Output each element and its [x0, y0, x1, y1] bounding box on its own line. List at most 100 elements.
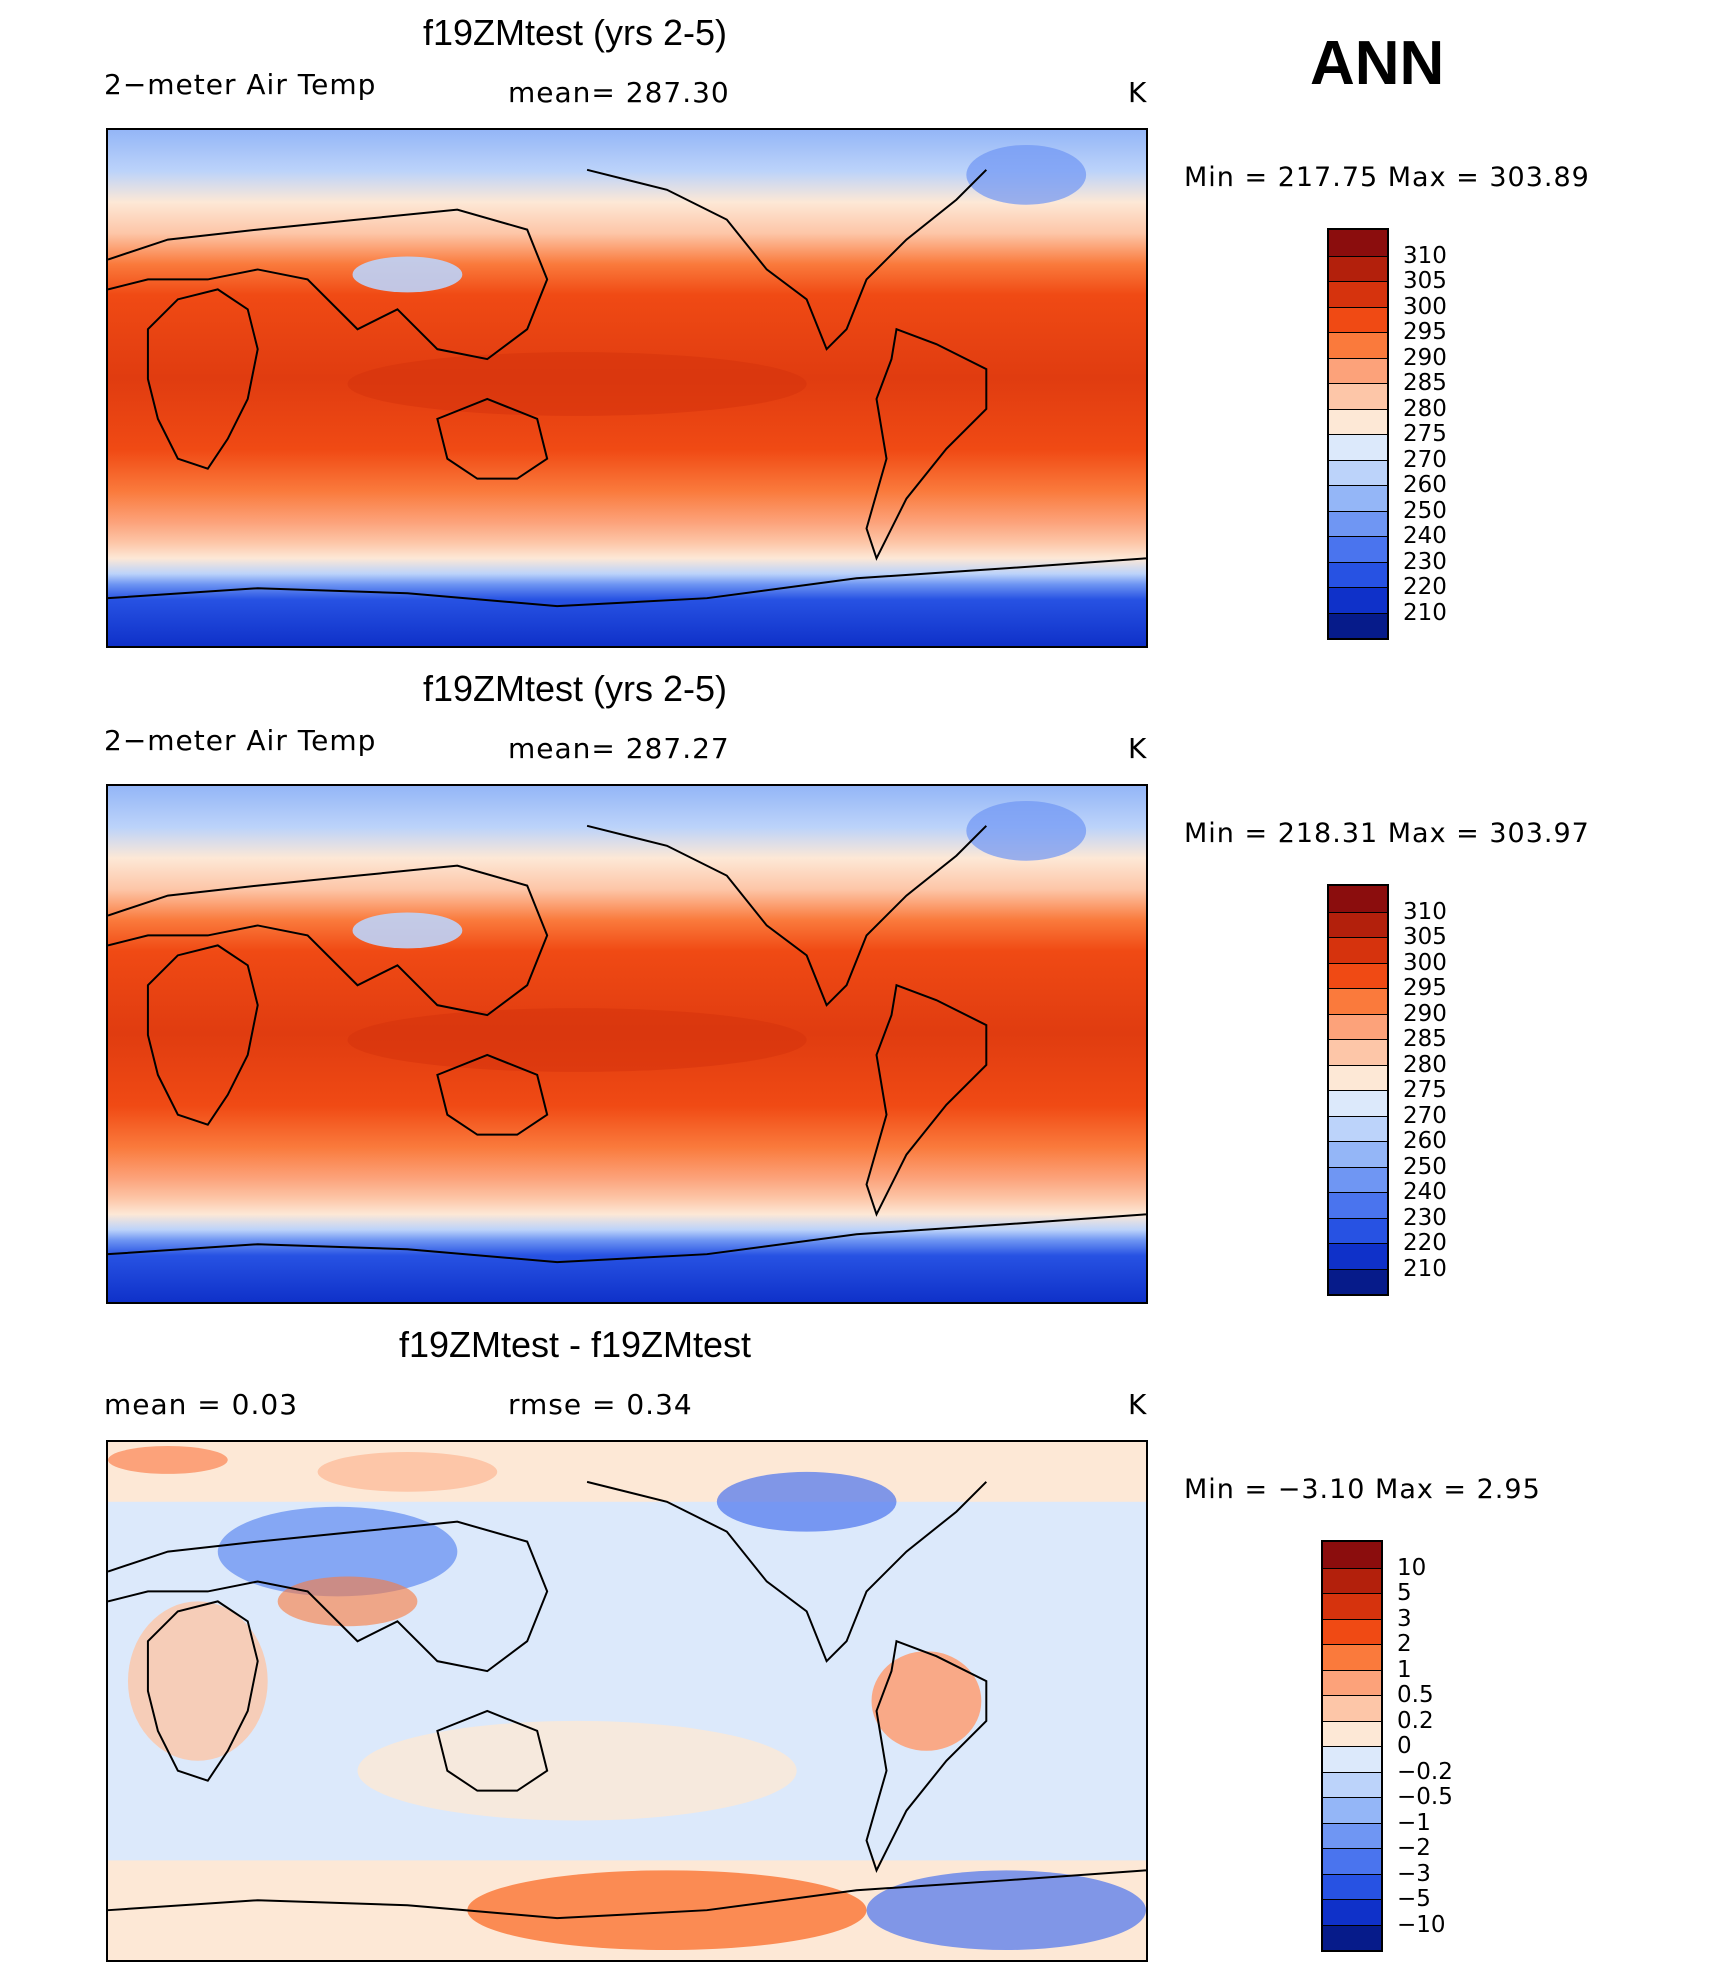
colorbar-swatch	[1323, 1542, 1381, 1568]
colorbar-swatch	[1329, 1243, 1387, 1269]
colorbar-swatch	[1323, 1618, 1381, 1644]
colorbar-tick-label: 220	[1403, 1230, 1447, 1256]
colorbar-swatch	[1329, 911, 1387, 937]
colorbar-swatch	[1329, 306, 1387, 332]
panel-3-units: K	[1128, 1388, 1148, 1421]
coastlines	[108, 824, 1146, 1264]
colorbar-tick-label: 0.2	[1397, 1707, 1434, 1734]
coastlines	[108, 1480, 1146, 1920]
colorbar-tick-label: 280	[1403, 395, 1447, 422]
colorbar-tick-label: −5	[1397, 1886, 1431, 1912]
panel-1-min-max: Min = 217.75 Max = 303.89	[1184, 162, 1590, 193]
panel-2-min-max: Min = 218.31 Max = 303.97	[1184, 818, 1590, 849]
panel-2-mean-label: mean= 287.27	[508, 732, 730, 765]
colorbar-swatch	[1329, 587, 1387, 613]
colorbar-tick-label: 275	[1403, 421, 1447, 447]
colorbar-tick-label: 285	[1403, 1026, 1447, 1052]
colorbar-tick-label: 285	[1403, 370, 1447, 396]
colorbar-swatch	[1323, 1771, 1381, 1797]
colorbar-tick-label: −0.5	[1397, 1784, 1453, 1810]
colorbar-swatch	[1329, 561, 1387, 587]
colorbar-swatch	[1329, 937, 1387, 963]
colorbar-tick-label: 290	[1403, 344, 1447, 371]
panel-2-variable-label: 2−meter Air Temp	[104, 724, 377, 757]
colorbar-swatch	[1323, 1848, 1381, 1874]
colorbar-tick-label: 260	[1403, 1128, 1447, 1154]
panel-3-title: f19ZMtest - f19ZMtest	[398, 1324, 752, 1365]
colorbar-swatch	[1329, 1166, 1387, 1192]
panel-1-mean-label: mean= 287.30	[508, 76, 730, 109]
colorbar-tick-label: 295	[1403, 975, 1447, 1001]
colorbar-tick-label: 290	[1403, 1000, 1447, 1027]
colorbar-tick-label: 270	[1403, 1102, 1447, 1129]
panel-2-units: K	[1128, 732, 1148, 765]
colorbar-tick-label: −2	[1397, 1835, 1431, 1861]
panel-1-map	[106, 128, 1148, 648]
colorbar-tick-label: 295	[1403, 319, 1447, 345]
colorbar-swatch	[1329, 230, 1387, 256]
colorbar-swatch	[1329, 1064, 1387, 1090]
colorbar-swatch	[1323, 1644, 1381, 1670]
colorbar-tick-label: 310	[1403, 242, 1447, 269]
colorbar-tick-label: 310	[1403, 898, 1447, 925]
colorbar-swatch	[1329, 1141, 1387, 1167]
colorbar-tick-label: 305	[1403, 924, 1447, 950]
colorbar-tick-label: 0	[1397, 1733, 1412, 1759]
colorbar-tick-label: 210	[1403, 1255, 1447, 1282]
colorbar-tick-label: −3	[1397, 1860, 1431, 1887]
colorbar-tick-label: 275	[1403, 1077, 1447, 1103]
colorbar-swatch	[1329, 1217, 1387, 1243]
panel-1-units: K	[1128, 76, 1148, 109]
colorbar-swatch	[1329, 988, 1387, 1014]
panel-3-colorbar	[1321, 1540, 1383, 1952]
colorbar-tick-label: −1	[1397, 1809, 1431, 1836]
colorbar-swatch	[1323, 1924, 1381, 1950]
panel-2-title: f19ZMtest (yrs 2-5)	[422, 668, 728, 709]
colorbar-tick-label: 250	[1403, 497, 1447, 524]
colorbar-swatch	[1323, 1899, 1381, 1925]
colorbar-tick-label: −0.2	[1397, 1758, 1453, 1785]
colorbar-swatch	[1323, 1567, 1381, 1593]
colorbar-swatch	[1323, 1746, 1381, 1772]
colorbar-tick-label: 240	[1403, 1179, 1447, 1205]
colorbar-swatch	[1329, 536, 1387, 562]
panel-3-min-max: Min = −3.10 Max = 2.95	[1184, 1474, 1541, 1505]
colorbar-swatch	[1329, 459, 1387, 485]
season-label: ANN	[1310, 29, 1445, 98]
colorbar-swatch	[1329, 886, 1387, 912]
colorbar-swatch	[1329, 1039, 1387, 1065]
colorbar-swatch	[1329, 612, 1387, 638]
colorbar-swatch	[1329, 962, 1387, 988]
panel-3-rmse-label: rmse = 0.34	[508, 1388, 693, 1421]
colorbar-swatch	[1329, 281, 1387, 307]
colorbar-swatch	[1329, 485, 1387, 511]
colorbar-swatch	[1329, 408, 1387, 434]
colorbar-swatch	[1329, 434, 1387, 460]
colorbar-swatch	[1329, 1013, 1387, 1039]
colorbar-swatch	[1329, 383, 1387, 409]
colorbar-tick-label: 230	[1403, 548, 1447, 575]
colorbar-swatch	[1329, 332, 1387, 358]
panel-2-colorbar	[1327, 884, 1389, 1296]
colorbar-tick-label: 300	[1403, 293, 1447, 320]
colorbar-tick-label: 1	[1397, 1656, 1412, 1683]
colorbar-tick-label: 0.5	[1397, 1682, 1434, 1708]
panel-3-mean-label: mean = 0.03	[104, 1388, 299, 1421]
colorbar-tick-label: 210	[1403, 599, 1447, 626]
colorbar-swatch	[1323, 1822, 1381, 1848]
colorbar-swatch	[1323, 1695, 1381, 1721]
colorbar-tick-label: 250	[1403, 1153, 1447, 1180]
panel-3-map	[106, 1440, 1148, 1962]
panel-1-title: f19ZMtest (yrs 2-5)	[422, 12, 728, 53]
colorbar-tick-label: 270	[1403, 446, 1447, 473]
colorbar-swatch	[1329, 1090, 1387, 1116]
panel-1-colorbar	[1327, 228, 1389, 640]
colorbar-tick-label: 10	[1397, 1554, 1427, 1581]
colorbar-tick-label: −10	[1397, 1911, 1446, 1938]
colorbar-tick-label: 5	[1397, 1580, 1412, 1606]
colorbar-swatch	[1323, 1873, 1381, 1899]
colorbar-swatch	[1329, 1115, 1387, 1141]
colorbar-swatch	[1329, 1192, 1387, 1218]
colorbar-swatch	[1323, 1593, 1381, 1619]
colorbar-tick-label: 280	[1403, 1051, 1447, 1078]
